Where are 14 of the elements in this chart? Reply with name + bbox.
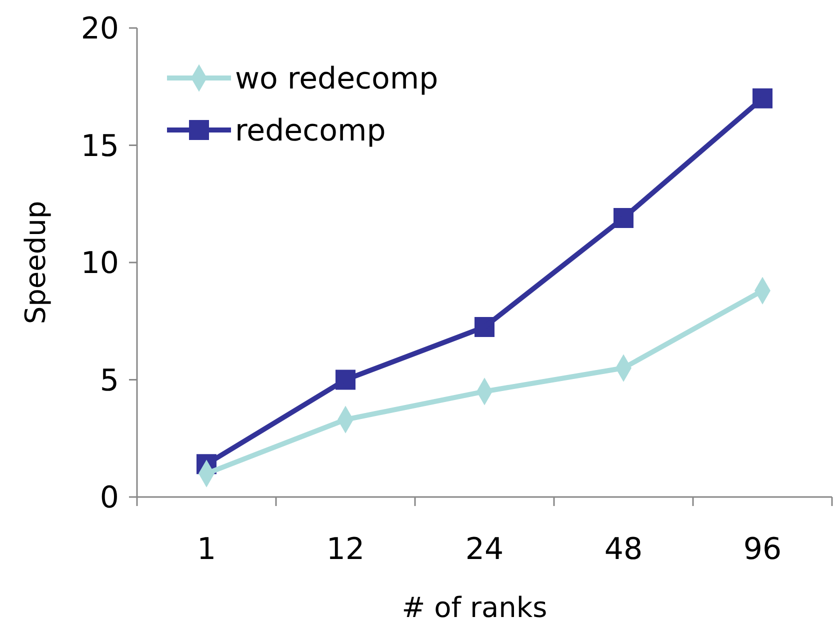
legend-label: redecomp xyxy=(235,114,386,148)
y-tick-label: 5 xyxy=(100,363,119,398)
y-tick-label: 10 xyxy=(80,246,119,281)
x-tick-label: 96 xyxy=(743,532,782,567)
x-axis-title: # of ranks xyxy=(402,591,548,624)
y-tick-label: 20 xyxy=(80,12,119,46)
legend-label: wo redecomp xyxy=(235,62,438,96)
x-tick-label: 1 xyxy=(196,532,216,567)
y-axis-title: Speedup xyxy=(19,200,52,324)
y-tick-label: 0 xyxy=(100,480,119,516)
y-tick-label: 15 xyxy=(80,128,119,164)
x-tick-label: 48 xyxy=(604,532,643,567)
x-tick-label: 24 xyxy=(465,532,504,567)
x-tick-label: 12 xyxy=(326,532,365,567)
